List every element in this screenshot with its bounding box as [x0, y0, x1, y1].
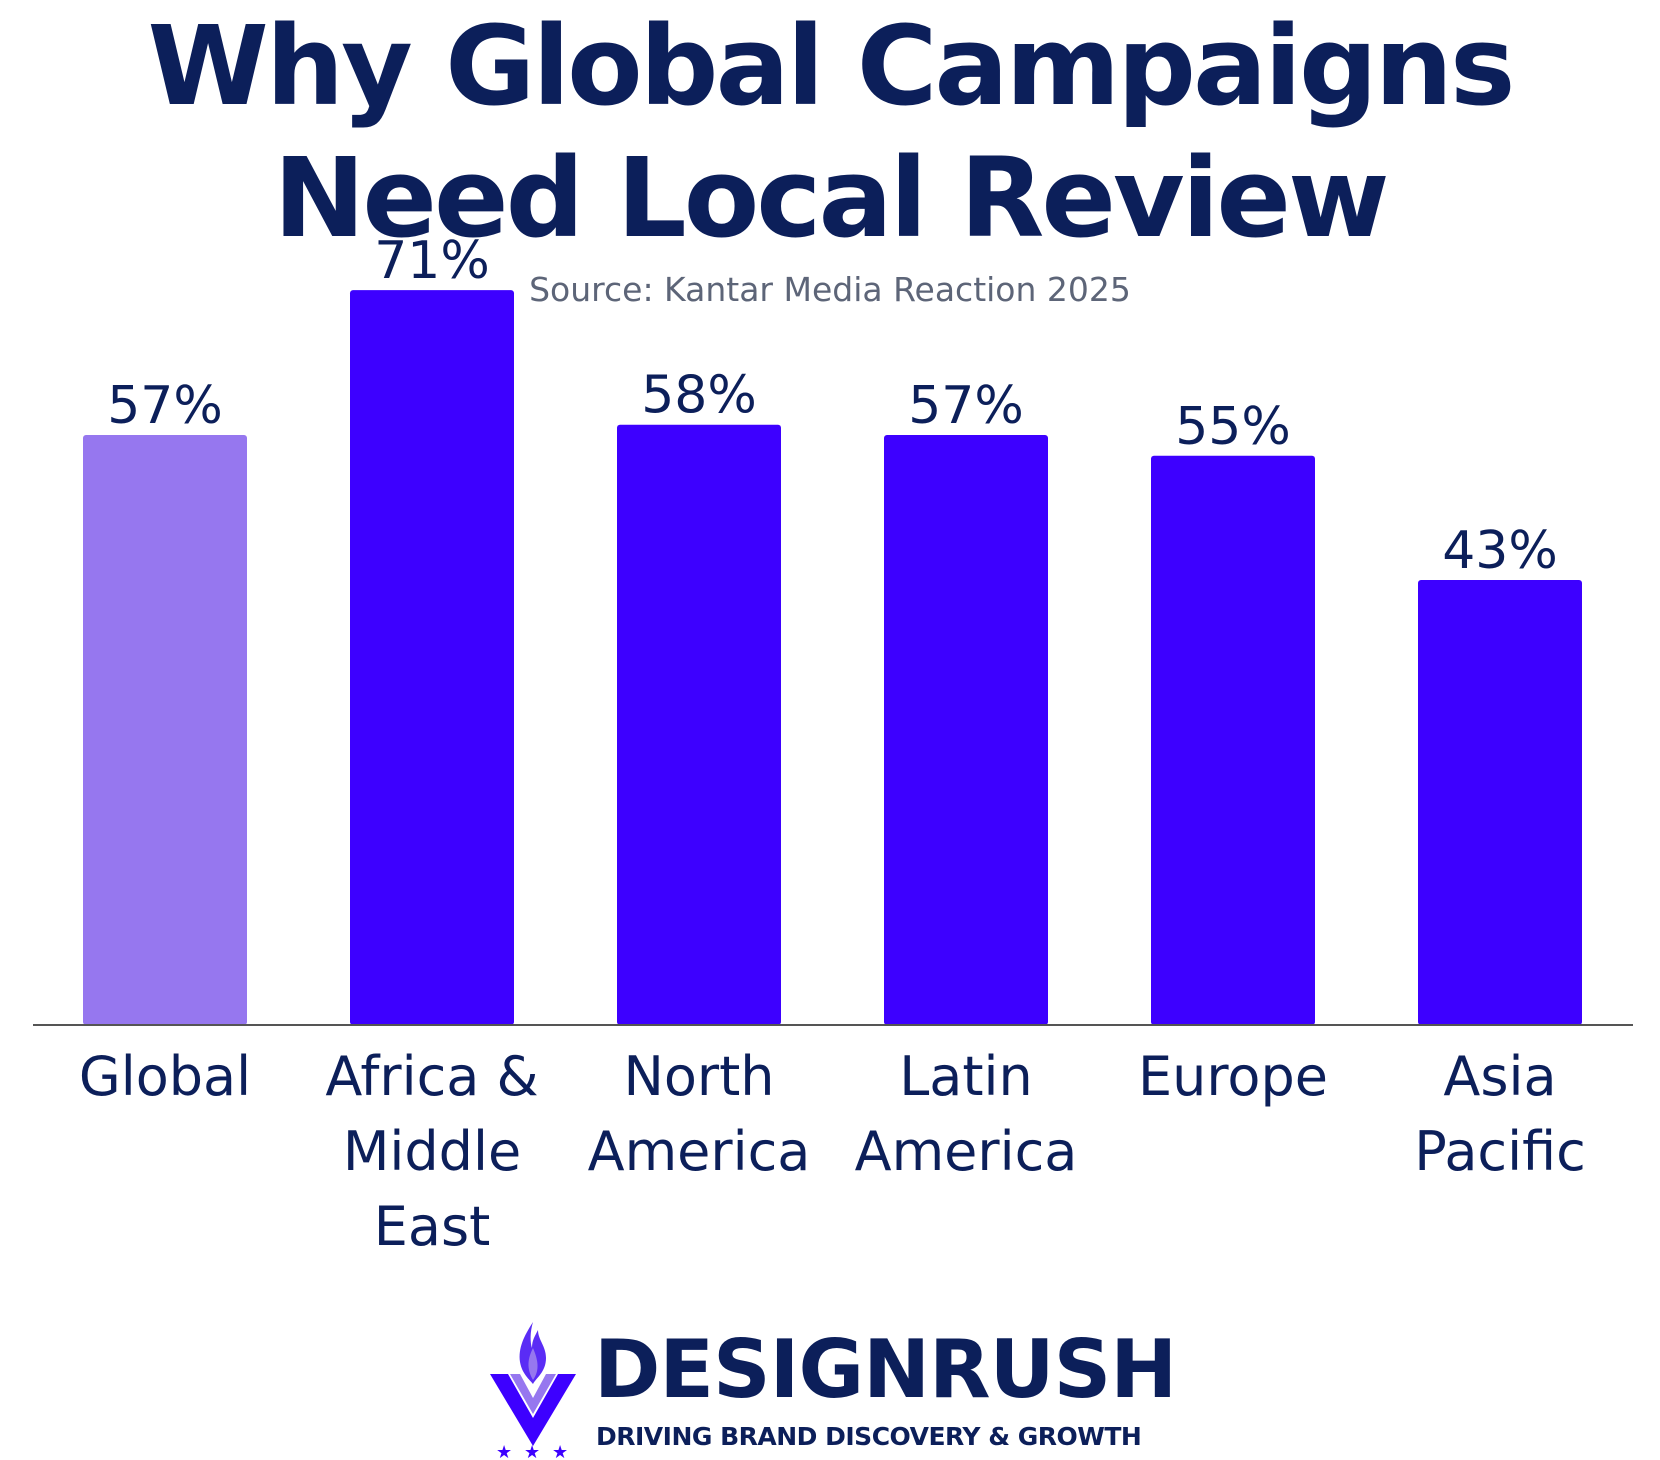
svg-text:★: ★ [552, 1442, 568, 1458]
category-label-1: Africa & Middle East [325, 1045, 538, 1258]
category-label-line: Asia [1443, 1045, 1556, 1108]
category-label-line: Pacific [1414, 1120, 1586, 1183]
svg-text:★: ★ [496, 1442, 512, 1458]
chart-title-line-1: Why Global Campaigns [147, 2, 1516, 130]
data-label-4: 55% [1175, 397, 1291, 457]
designrush-logo: ★ ★ ★ DESIGNRUSH DRIVING BRAND DISCOVERY… [488, 1318, 1188, 1458]
bars-group [83, 290, 1582, 1025]
bar-0 [83, 435, 247, 1025]
data-label-2: 58% [641, 366, 757, 426]
category-label-line: Middle [343, 1120, 521, 1183]
logo-wordmark: DESIGNRUSH [594, 1323, 1177, 1416]
data-label-1: 71% [374, 231, 490, 291]
chart-title: Why Global Campaigns Need Local Review [0, 0, 1660, 264]
bar-3 [884, 435, 1048, 1025]
chart-title-line-2: Need Local Review [273, 134, 1389, 262]
category-label-line: Latin [899, 1045, 1033, 1108]
bar-1 [350, 290, 514, 1025]
category-label-line: America [588, 1120, 811, 1183]
category-label-5: Asia Pacific [1414, 1045, 1586, 1183]
data-labels-group: 57% 71% 58% 57% 55% 43% [107, 231, 1558, 581]
bar-5 [1418, 579, 1582, 1025]
category-label-line: East [374, 1195, 491, 1258]
category-label-line: Europe [1138, 1045, 1328, 1108]
chart-subtitle: Source: Kantar Media Reaction 2025 [529, 270, 1131, 309]
category-label-line: America [855, 1120, 1078, 1183]
svg-text:★: ★ [524, 1442, 540, 1458]
data-label-0: 57% [107, 376, 223, 436]
category-label-2: North America [588, 1045, 811, 1183]
data-label-3: 57% [908, 376, 1024, 436]
category-label-3: Latin America [855, 1045, 1078, 1183]
logo-tagline: DRIVING BRAND DISCOVERY & GROWTH [596, 1422, 1142, 1451]
designrush-flame-icon: ★ ★ ★ [490, 1322, 576, 1458]
data-label-5: 43% [1442, 521, 1558, 581]
category-label-line: Global [79, 1045, 251, 1108]
category-label-line: North [623, 1045, 774, 1108]
bar-2 [617, 424, 781, 1025]
category-label-line: Africa & [325, 1045, 538, 1108]
category-label-0: Global [79, 1045, 251, 1108]
bar-4 [1151, 455, 1315, 1025]
category-label-4: Europe [1138, 1045, 1328, 1108]
